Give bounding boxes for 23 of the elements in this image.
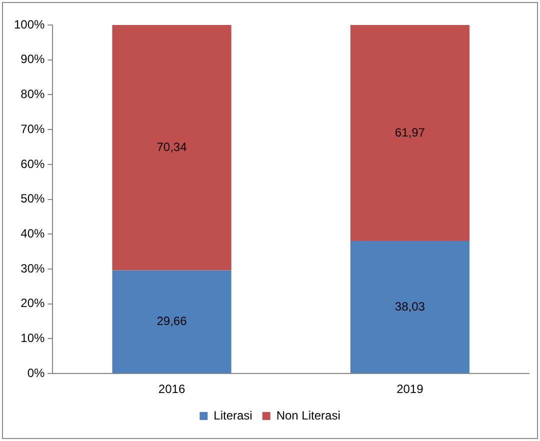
data-label: 70,34 [156,140,188,154]
data-label: 29,66 [156,314,188,328]
bar [350,241,470,374]
y-tick-label: 10% [20,331,46,346]
bar [350,25,470,242]
x-tick-label: 2016 [158,382,186,396]
y-tick-label: 100% [14,17,46,32]
legend-label: Non Literasi [276,408,340,422]
data-label: 61,97 [394,125,426,140]
bar [112,25,232,270]
y-tick-label: 80% [20,87,46,102]
y-tick-label: 60% [20,156,46,171]
bar [112,270,232,374]
data-label: 38,03 [394,299,426,314]
legend-label: Literasi [214,408,252,422]
y-tick-label: 90% [20,52,46,66]
x-tick-label: 2019 [396,382,424,396]
y-tick-label: 70% [20,122,46,136]
y-tick-label: 50% [20,192,46,206]
y-tick-label: 30% [20,261,46,276]
y-tick-label: 0% [27,366,46,380]
y-tick-label: 20% [20,296,46,310]
y-tick-label: 40% [20,226,46,240]
